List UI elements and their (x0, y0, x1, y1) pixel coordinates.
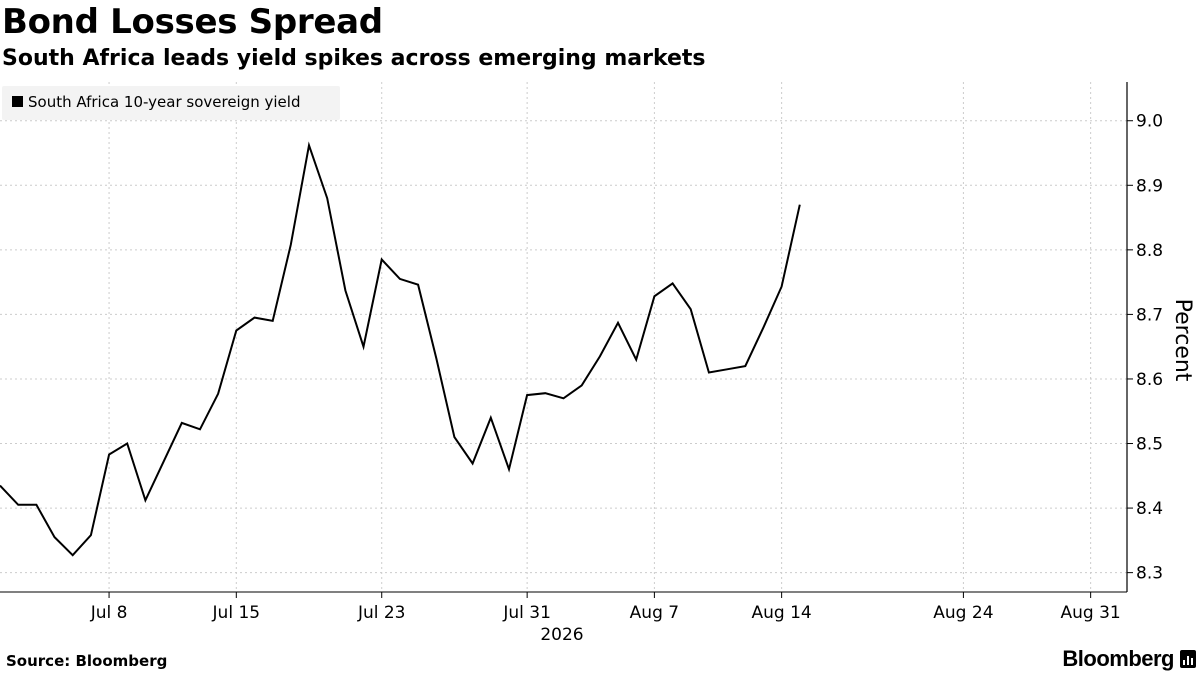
brand-logo: Bloomberg (1062, 646, 1196, 672)
legend-swatch (12, 96, 23, 107)
x-tick-label: Aug 14 (752, 603, 812, 623)
series-line (0, 141, 801, 557)
y-tick-label: 8.8 (1136, 241, 1163, 261)
y-tick-label: 8.3 (1136, 564, 1163, 584)
x-tick-label: Aug 7 (630, 603, 679, 623)
source-note: Source: Bloomberg (6, 652, 168, 670)
x-tick-label: Jul 31 (502, 603, 551, 623)
x-tick-label: Jul 23 (357, 603, 406, 623)
y-tick-label: 8.9 (1136, 176, 1163, 196)
y-tick-label: 8.7 (1136, 305, 1163, 325)
chart-title: Bond Losses Spread (2, 2, 383, 42)
y-tick-label: 9.0 (1136, 112, 1163, 132)
x-tick-label: Jul 8 (90, 603, 128, 623)
x-tick-label: Aug 31 (1061, 603, 1121, 623)
x-tick-label: Jul 15 (212, 603, 261, 623)
y-tick-label: 8.4 (1136, 499, 1163, 519)
chart-subtitle: South Africa leads yield spikes across e… (2, 46, 706, 71)
x-axis: Jul 8 Jul 15 Jul 23 Jul 31 Aug 7 Aug 14 Aug 24… (0, 591, 1127, 623)
legend: South Africa 10-year sovereign yield (2, 86, 340, 120)
x-axis-year-label: 2026 (540, 625, 583, 645)
bloomberg-terminal-icon (1180, 650, 1196, 668)
legend-background (2, 86, 340, 120)
y-tick-label: 8.6 (1136, 370, 1163, 390)
y-axis-label: Percent (1170, 299, 1195, 382)
y-axis: 9.0 8.9 8.8 8.7 8.6 8.5 8.4 8.3 (1126, 82, 1163, 592)
legend-label: South Africa 10-year sovereign yield (28, 93, 300, 111)
x-tick-label: Aug 24 (933, 603, 993, 623)
brand-name: Bloomberg (1062, 646, 1174, 671)
series-group (0, 141, 801, 557)
gridlines-group (0, 82, 1127, 592)
y-tick-label: 8.5 (1136, 435, 1163, 455)
